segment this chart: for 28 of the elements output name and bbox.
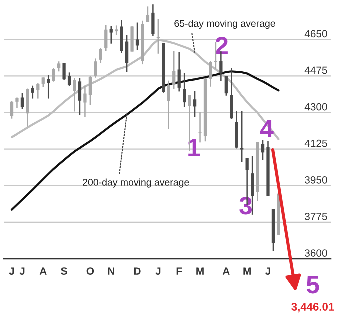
y-tick-label: 3950 xyxy=(305,176,328,184)
annotation: 3 xyxy=(240,197,252,215)
x-tick-label: J xyxy=(9,268,14,275)
x-tick-label: D xyxy=(134,268,141,275)
x-tick-label: A xyxy=(222,268,230,275)
y-tick-label: 3775 xyxy=(305,213,328,220)
x-tick-label: A xyxy=(40,268,47,275)
y-tick-label: 4475 xyxy=(304,66,328,74)
y-tick-label: 4300 xyxy=(304,103,328,111)
x-tick-label: F xyxy=(176,268,182,275)
y-tick-label: 4650 xyxy=(304,30,328,38)
text: 5 xyxy=(306,276,320,294)
text: 200-day moving average xyxy=(83,178,190,188)
y-tick-label: 3600 xyxy=(305,250,328,257)
y-tick-label: 4125 xyxy=(304,140,328,148)
x-tick-label: M xyxy=(196,268,204,275)
x-tick-label: J xyxy=(20,268,25,275)
x-tick-label: N xyxy=(108,268,114,275)
annotation: 4 xyxy=(260,120,274,138)
x-tick-label: M xyxy=(244,268,251,275)
x-tick-label: O xyxy=(86,268,94,275)
x-tick-label: S xyxy=(61,268,68,275)
x-tick-label: J xyxy=(156,268,161,275)
text: 3,446.01 xyxy=(292,303,334,313)
annotation: 1 xyxy=(188,139,200,156)
annotation: 2 xyxy=(216,37,228,54)
x-tick-label: J xyxy=(266,268,270,275)
series-label: 65-day moving average xyxy=(174,20,276,30)
